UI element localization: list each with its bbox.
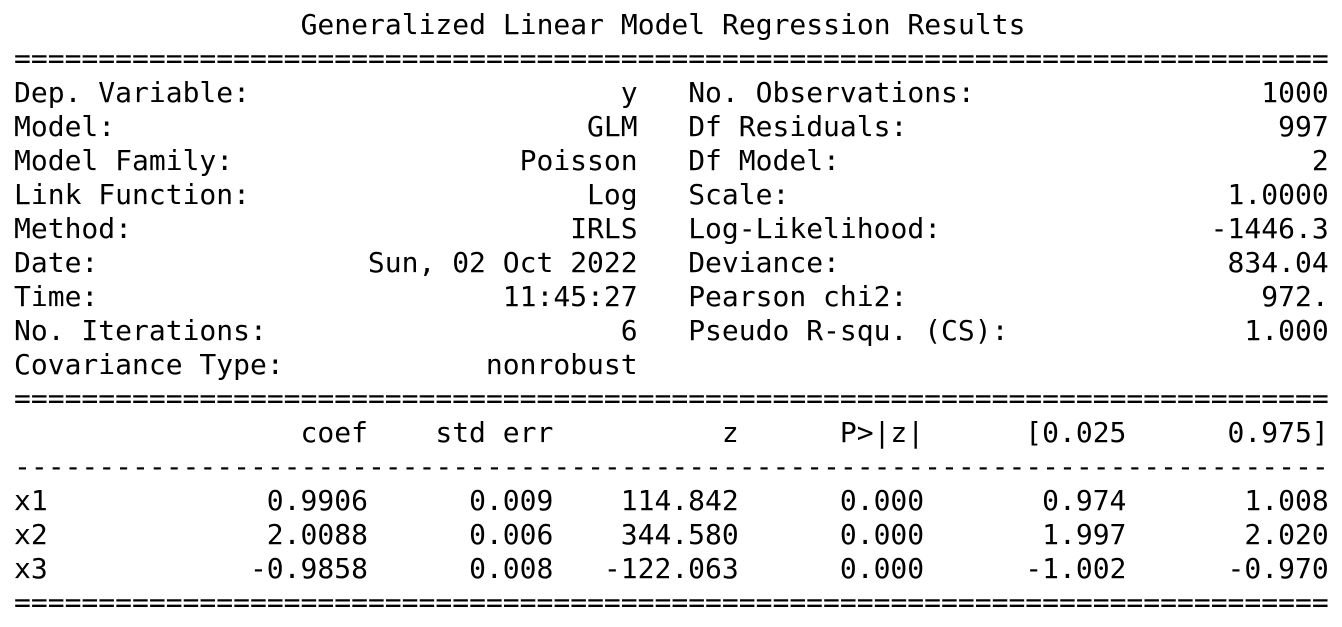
- info-value: -1446.3: [1211, 212, 1329, 245]
- info-label: Pearson chi2:: [688, 280, 907, 313]
- cell: 0.000: [840, 552, 924, 585]
- column-header: P>|z|: [840, 416, 924, 449]
- row-name: x1: [14, 484, 48, 517]
- row-name: x2: [14, 518, 48, 551]
- info-value: 11:45:27: [503, 280, 638, 313]
- info-label: No. Observations:: [688, 76, 975, 109]
- title: Generalized Linear Model Regression Resu…: [301, 8, 1026, 41]
- info-value: Log: [587, 178, 638, 211]
- info-label: Covariance Type:: [14, 348, 284, 381]
- info-label: Deviance:: [688, 246, 840, 279]
- cell: 344.580: [621, 518, 739, 551]
- cell: 114.842: [621, 484, 739, 517]
- info-value: 6: [621, 314, 638, 347]
- info-label: Log-Likelihood:: [688, 212, 941, 245]
- info-value: 1.000: [1244, 314, 1328, 347]
- cell: 0.974: [1042, 484, 1126, 517]
- info-label: Model Family:: [14, 144, 233, 177]
- cell: -0.9858: [250, 552, 368, 585]
- info-value: IRLS: [570, 212, 637, 245]
- info-value: Sun, 02 Oct 2022: [368, 246, 638, 279]
- info-label: No. Iterations:: [14, 314, 267, 347]
- info-value: 1.0000: [1228, 178, 1329, 211]
- separator: ========================================…: [14, 42, 1329, 75]
- cell: 2.0088: [267, 518, 368, 551]
- cell: 0.000: [840, 518, 924, 551]
- info-label: Date:: [14, 246, 98, 279]
- cell: -122.063: [604, 552, 739, 585]
- info-value: 997: [1278, 110, 1329, 143]
- info-label: Time:: [14, 280, 98, 313]
- info-label: Df Residuals:: [688, 110, 907, 143]
- info-value: 1000: [1261, 76, 1328, 109]
- info-value: Poisson: [520, 144, 638, 177]
- info-label: Pseudo R-squ. (CS):: [688, 314, 1008, 347]
- separator: ========================================…: [14, 382, 1329, 415]
- info-label: Method:: [14, 212, 132, 245]
- column-header: z: [722, 416, 739, 449]
- cell: 1.997: [1042, 518, 1126, 551]
- info-value: 972.: [1261, 280, 1328, 313]
- cell: 0.008: [469, 552, 553, 585]
- info-label: Link Function:: [14, 178, 250, 211]
- separator: ========================================…: [14, 586, 1329, 619]
- cell: 0.9906: [267, 484, 368, 517]
- column-header: 0.975]: [1228, 416, 1329, 449]
- info-value: nonrobust: [486, 348, 638, 381]
- cell: 0.006: [469, 518, 553, 551]
- info-label: Scale:: [688, 178, 789, 211]
- cell: -0.970: [1228, 552, 1329, 585]
- info-label: Dep. Variable:: [14, 76, 250, 109]
- info-value: y: [621, 76, 638, 109]
- column-header: [0.025: [1025, 416, 1126, 449]
- cell: 0.000: [840, 484, 924, 517]
- column-header: std err: [435, 416, 553, 449]
- column-header: coef: [301, 416, 368, 449]
- row-name: x3: [14, 552, 48, 585]
- cell: 1.008: [1244, 484, 1328, 517]
- info-value: 2: [1312, 144, 1329, 177]
- separator: ----------------------------------------…: [14, 450, 1329, 483]
- cell: 0.009: [469, 484, 553, 517]
- info-value: GLM: [587, 110, 638, 143]
- cell: 2.020: [1244, 518, 1328, 551]
- info-value: 834.04: [1228, 246, 1329, 279]
- info-label: Model:: [14, 110, 115, 143]
- info-label: Df Model:: [688, 144, 840, 177]
- cell: -1.002: [1025, 552, 1126, 585]
